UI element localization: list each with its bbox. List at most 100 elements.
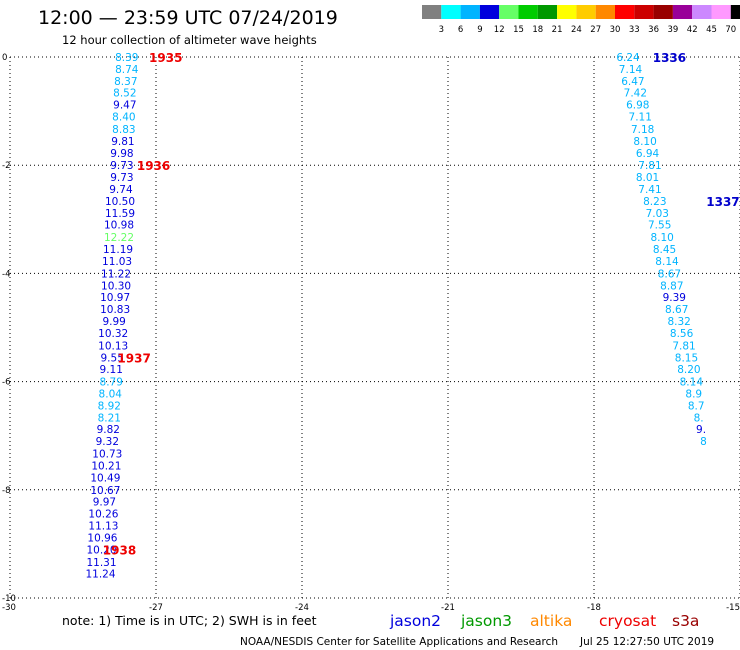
wave-height-label: 10.49 <box>90 472 120 484</box>
wave-height-label: 9.81 <box>111 136 134 148</box>
colorbar-label: 6 <box>458 25 463 35</box>
wave-height-label: 9.74 <box>109 184 133 196</box>
x-tick-label: -24 <box>295 603 309 613</box>
wave-height-label: 8.79 <box>100 377 123 389</box>
wave-height-label: 11.03 <box>102 256 132 268</box>
wave-height-label: 8.83 <box>112 124 135 136</box>
colorbar-swatch <box>499 5 519 19</box>
satellite-legend-altika: altika <box>530 612 572 630</box>
wave-height-label: 7.03 <box>646 208 669 220</box>
pass-time-label: 1937 <box>117 351 150 365</box>
colorbar-swatch <box>634 5 654 19</box>
wave-height-label: 10.32 <box>98 328 128 340</box>
colorbar-swatch <box>615 5 635 19</box>
plot-grid <box>9 56 740 599</box>
wave-height-label: 11.22 <box>101 268 131 280</box>
x-tick-label: -15 <box>726 603 740 613</box>
wave-height-label: 10.96 <box>87 532 117 544</box>
wave-height-label: 8.32 <box>667 316 690 328</box>
footer-note: note: 1) Time is in UTC; 2) SWH is in fe… <box>62 613 317 628</box>
wave-height-label: 9.11 <box>100 364 123 376</box>
y-tick-label: -4 <box>2 269 10 279</box>
wave-height-label: 8.7 <box>688 400 705 412</box>
pass-time-label: 1936 <box>137 159 170 173</box>
colorbar-label: 36 <box>648 25 659 35</box>
colorbar-swatch <box>557 5 577 19</box>
wave-height-label: 9.32 <box>96 436 119 448</box>
colorbar-label: 12 <box>494 25 505 35</box>
colorbar-swatch <box>441 5 461 19</box>
wave-height-label: 7.41 <box>638 184 661 196</box>
wave-height-label: 8.9 <box>685 389 702 401</box>
wave-height-label: 8.45 <box>653 244 676 256</box>
pass-time-label: 1337 <box>706 195 739 209</box>
wave-height-label: 12.22 <box>104 232 134 244</box>
wave-height-label: 10.26 <box>88 509 118 521</box>
y-tick-label: -6 <box>2 378 10 388</box>
colorbar-swatch <box>595 5 615 19</box>
wave-height-label: 8.37 <box>114 76 137 88</box>
wave-height-label: 10.97 <box>100 292 130 304</box>
colorbar-swatch <box>672 5 693 19</box>
wave-height-label: 9.73 <box>110 172 133 184</box>
wave-height-label: 8.14 <box>655 256 679 268</box>
wave-height-label: 8 <box>700 436 707 448</box>
y-tick-label: -2 <box>2 161 10 171</box>
wave-height-label: 7.81 <box>672 340 695 352</box>
wave-height-label: 8.39 <box>115 52 138 64</box>
chart-title: 12:00 — 23:59 UTC 07/24/2019 <box>38 7 338 29</box>
wave-height-label: 10.21 <box>91 460 121 472</box>
wave-height-label: 10.30 <box>101 280 131 292</box>
y-tick-label: 0 <box>2 53 7 63</box>
wave-height-label: 8.04 <box>99 389 123 401</box>
colorbar-label: 24 <box>571 25 582 35</box>
wave-height-label: 10.67 <box>90 485 120 497</box>
x-tick-label: -27 <box>149 603 163 613</box>
wave-height-label: 8.15 <box>675 352 698 364</box>
wave-height-label: 8.01 <box>636 172 659 184</box>
wave-height-label: 11.19 <box>103 244 133 256</box>
wave-height-label: 9.97 <box>93 497 116 509</box>
wave-height-label: 10.73 <box>92 449 122 461</box>
wave-height-label: 8.74 <box>115 64 139 76</box>
wave-height-label: 10.83 <box>100 304 130 316</box>
wave-height-label: 8. <box>694 412 704 424</box>
colorbar-label: 21 <box>552 25 563 35</box>
x-tick-label: -21 <box>441 603 455 613</box>
x-tick-label: -18 <box>587 603 601 613</box>
colorbar-swatch <box>692 5 712 19</box>
wave-height-label: 8.87 <box>660 280 683 292</box>
wave-height-label: 9.82 <box>97 424 120 436</box>
satellite-legend-cryosat: cryosat <box>599 612 656 630</box>
wave-height-label: 7.55 <box>648 220 671 232</box>
satellite-legend-jason3: jason3 <box>460 612 512 630</box>
wave-height-label: 8.92 <box>98 400 121 412</box>
colorbar-swatch <box>576 5 596 19</box>
colorbar-label: 45 <box>706 25 717 35</box>
satellite-legend-jason2: jason2 <box>389 612 441 630</box>
satellite-legend: jason2 jason3 altika cryosat s3a <box>389 612 699 630</box>
wave-height-label: 10.98 <box>104 220 134 232</box>
colorbar-label: 27 <box>590 25 601 35</box>
wave-height-label: 9. <box>696 424 706 436</box>
wave-height-label: 8.23 <box>643 196 666 208</box>
colorbar-swatch <box>537 5 558 19</box>
pass-time-label: 1935 <box>149 51 182 65</box>
wave-height-label: 7.11 <box>629 112 652 124</box>
y-tick-label: -10 <box>2 594 16 604</box>
satellite-legend-s3a: s3a <box>672 612 699 630</box>
colorbar-label: 70 <box>725 25 736 35</box>
colorbar-label: 42 <box>687 25 698 35</box>
footer-credit: NOAA/NESDIS Center for Satellite Applica… <box>240 636 558 648</box>
colorbar-label: 15 <box>513 25 524 35</box>
pass-time-label: 1336 <box>653 51 686 65</box>
colorbar-swatch <box>711 5 731 19</box>
wave-height-label: 8.40 <box>112 112 135 124</box>
y-tick-label: -8 <box>2 486 10 496</box>
wave-height-label: 7.18 <box>631 124 654 136</box>
track-0: 8.398.748.378.529.478.408.839.819.989.73… <box>85 51 182 581</box>
wave-height-label: 10.13 <box>98 340 128 352</box>
wave-height-label: 7.42 <box>624 88 647 100</box>
colorbar-swatch <box>653 5 673 19</box>
